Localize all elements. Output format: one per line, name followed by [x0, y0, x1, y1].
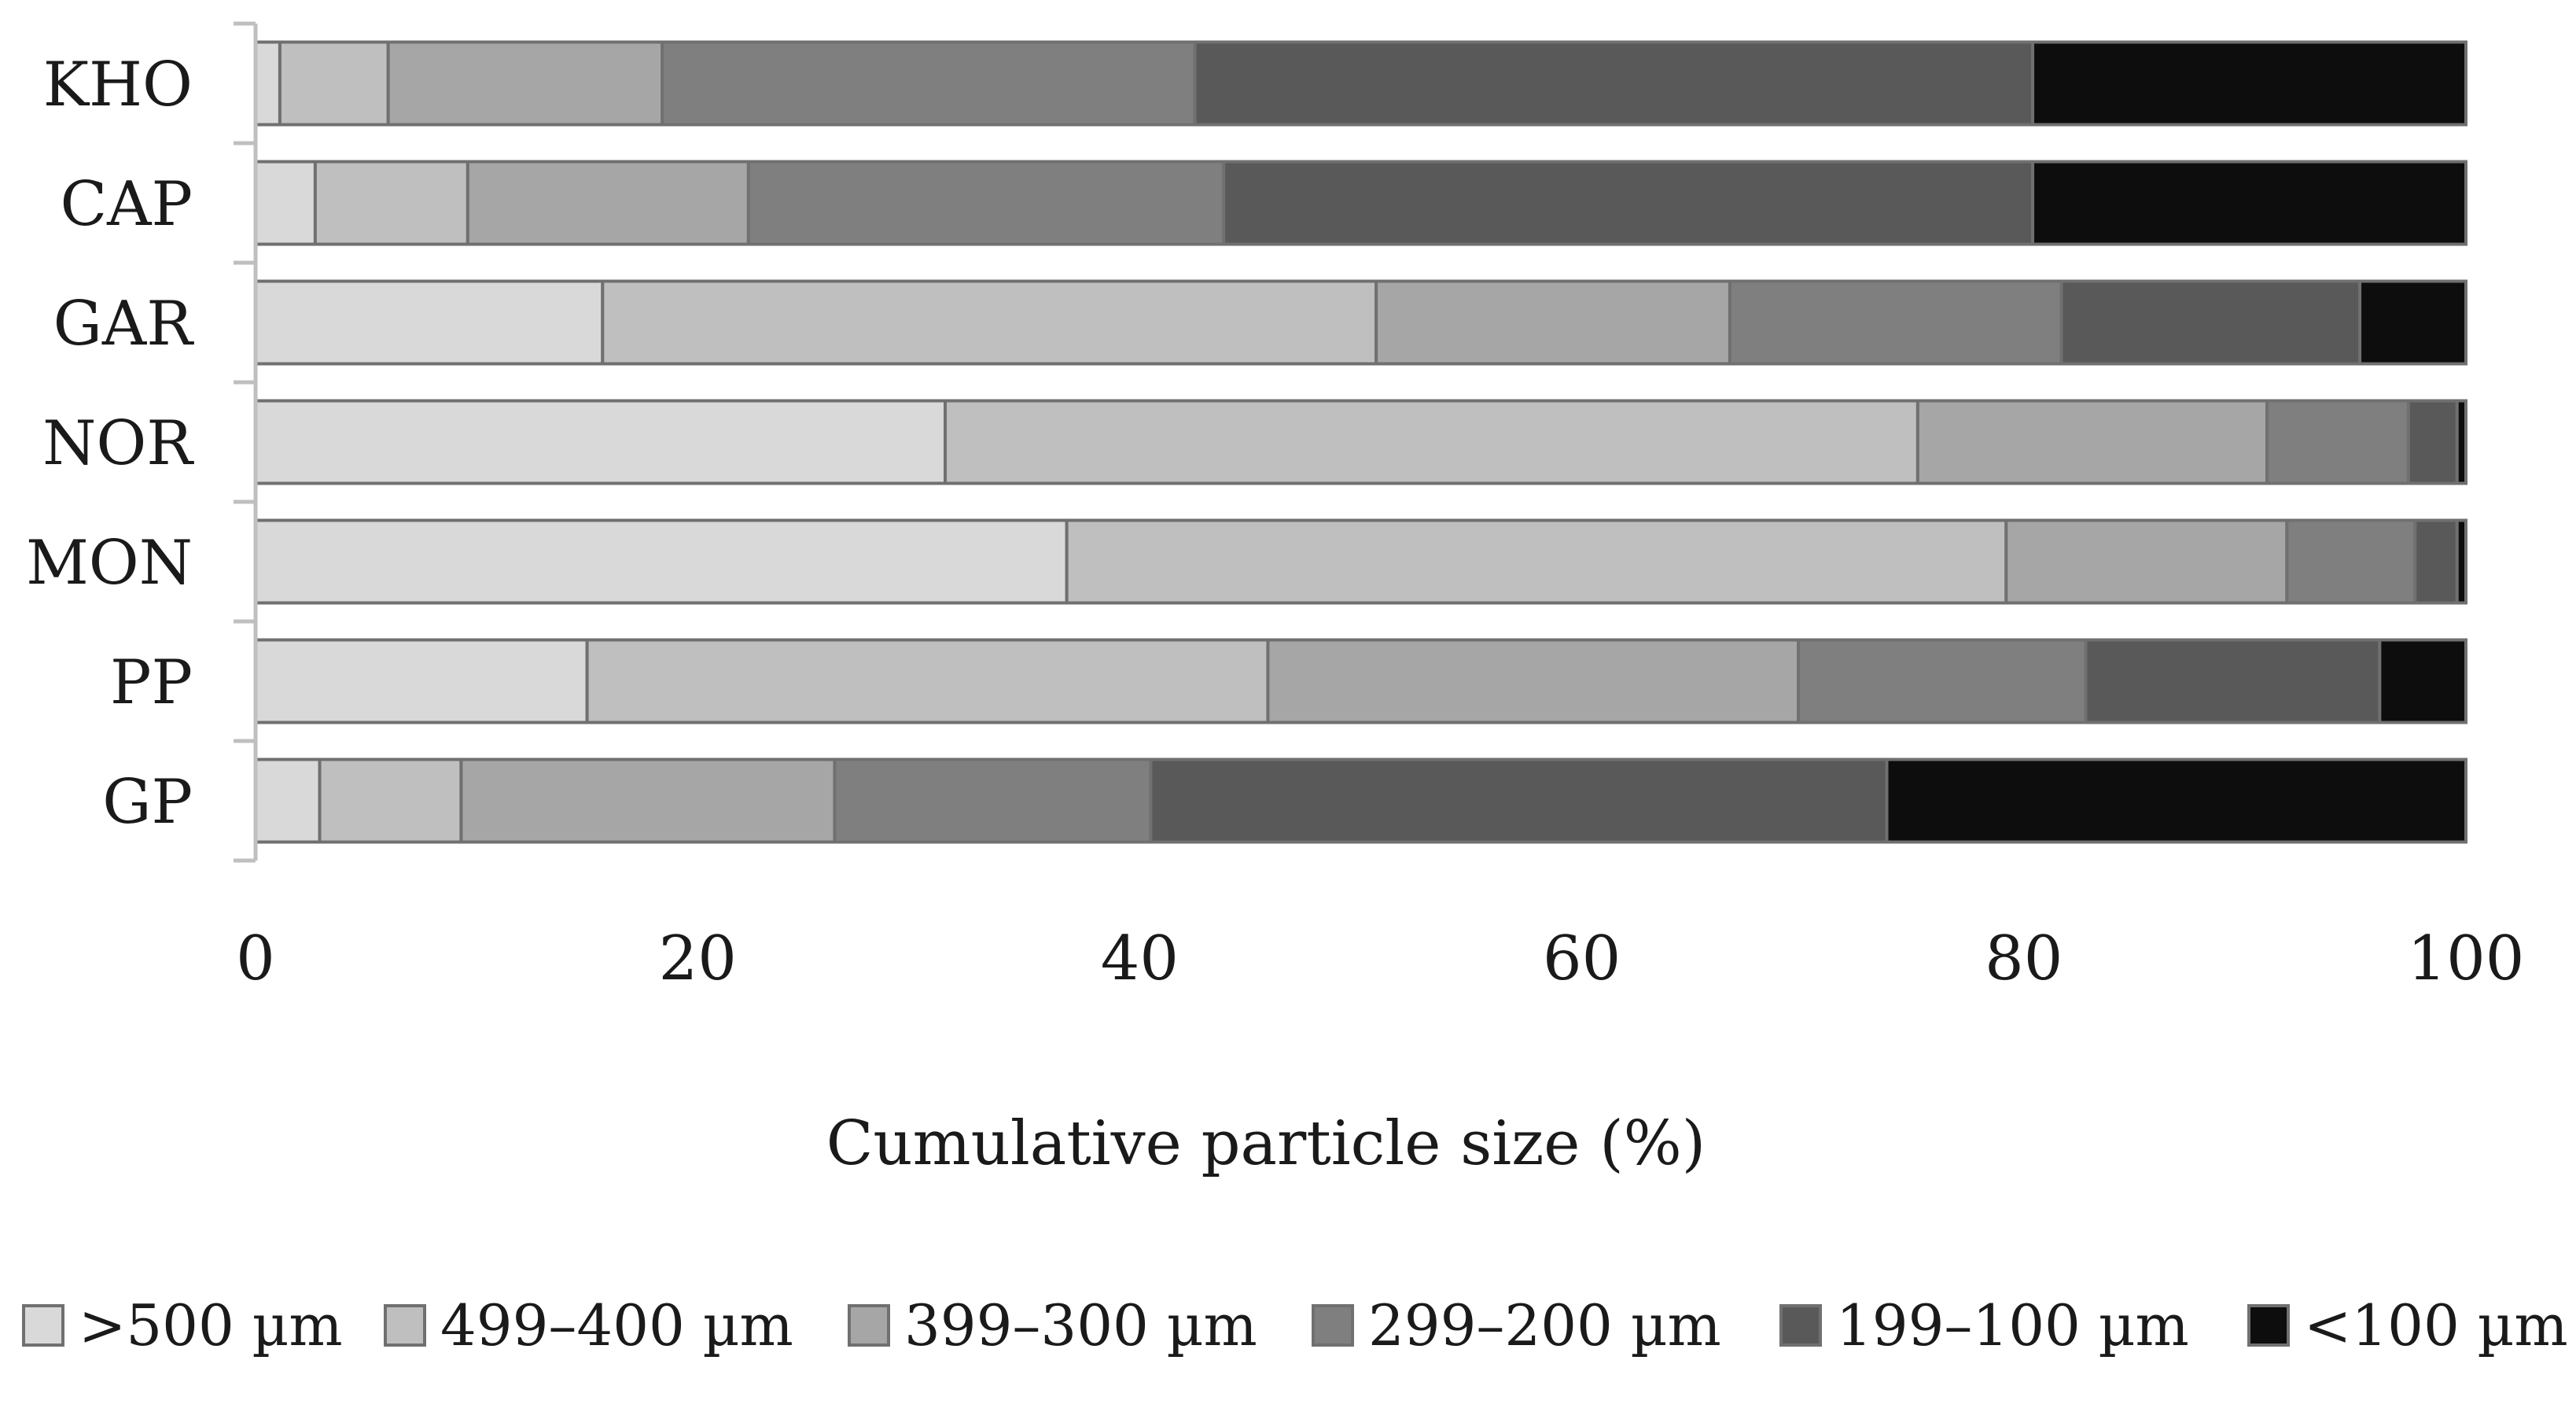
- bar-nor-series-3: [1915, 399, 2269, 485]
- legend-swatch: [1312, 1304, 1354, 1347]
- bar-kho-series-1: [254, 40, 282, 127]
- bar-mon-series-3: [2004, 518, 2289, 605]
- bar-kho-series-2: [278, 40, 390, 127]
- legend-item-6[interactable]: <100 µm: [2247, 1292, 2568, 1358]
- legend-label: 399–300 µm: [904, 1292, 1257, 1358]
- bar-gar-series-6: [2358, 279, 2468, 366]
- legend-swatch: [2247, 1304, 2290, 1347]
- y-tick-label-nor: NOR: [42, 408, 194, 479]
- y-tick-label-pp: PP: [110, 647, 193, 718]
- y-tick-labels: KHO CAP GAR NOR MON PP GP: [26, 50, 194, 838]
- bar-pp-series-6: [2378, 638, 2468, 724]
- x-tick-label-80: 80: [1985, 923, 2063, 994]
- x-tick-label-0: 0: [236, 923, 275, 994]
- y-tick-label-cap: CAP: [61, 169, 193, 240]
- bar-mon-series-5: [2413, 518, 2459, 605]
- bar-pp-series-5: [2084, 638, 2382, 724]
- bar-mon-series-4: [2285, 518, 2417, 605]
- bars-group: [254, 40, 2468, 844]
- bar-gar-series-2: [601, 279, 1378, 366]
- bar-gp-series-4: [833, 757, 1153, 844]
- x-tick-label-40: 40: [1101, 923, 1179, 994]
- bar-cap-series-4: [746, 160, 1226, 246]
- bar-cap-series-6: [2031, 160, 2467, 246]
- legend-label: 299–200 µm: [1368, 1292, 1721, 1358]
- legend-label: 199–100 µm: [1836, 1292, 2189, 1358]
- x-axis-title: Cumulative particle size (%): [826, 1108, 1706, 1179]
- legend[interactable]: >500 µm 499–400 µm 399–300 µm 299–200 µm 199…: [22, 1292, 2568, 1358]
- legend-swatch: [384, 1304, 426, 1347]
- bar-kho-series-5: [1193, 40, 2035, 127]
- bar-gp-series-3: [459, 757, 837, 844]
- bar-cap-series-1: [254, 160, 317, 246]
- legend-label: <100 µm: [2304, 1292, 2568, 1358]
- legend-swatch: [848, 1304, 890, 1347]
- bar-gar-series-4: [1728, 279, 2063, 366]
- bar-kho-series-4: [661, 40, 1197, 127]
- y-tick-label-gar: GAR: [53, 289, 195, 359]
- bar-pp-series-3: [1266, 638, 1801, 724]
- bar-mon-series-1: [254, 518, 1069, 605]
- legend-item-5[interactable]: 199–100 µm: [1779, 1292, 2189, 1358]
- bar-cap-series-5: [1222, 160, 2035, 246]
- y-tick-label-kho: KHO: [43, 50, 193, 120]
- legend-swatch: [22, 1304, 64, 1347]
- legend-label: 499–400 µm: [440, 1292, 793, 1358]
- y-tick-label-mon: MON: [26, 528, 193, 599]
- bar-gar-series-5: [2059, 279, 2362, 366]
- bar-gp-series-5: [1149, 757, 1889, 844]
- bar-kho-series-3: [386, 40, 664, 127]
- y-axis: [234, 21, 258, 863]
- bar-mon-series-6: [2455, 518, 2468, 605]
- bar-cap-series-3: [466, 160, 750, 246]
- bar-pp-series-2: [585, 638, 1270, 724]
- bar-gar-series-1: [254, 279, 605, 366]
- x-tick-label-20: 20: [659, 923, 737, 994]
- bar-nor-series-6: [2455, 399, 2468, 485]
- bar-gp-series-6: [1885, 757, 2468, 844]
- x-tick-label-100: 100: [2408, 923, 2525, 994]
- bar-nor-series-4: [2265, 399, 2410, 485]
- bar-gar-series-3: [1374, 279, 1731, 366]
- bar-pp-series-4: [1797, 638, 2088, 724]
- bar-kho-series-6: [2031, 40, 2467, 127]
- bar-gp-series-2: [318, 757, 463, 844]
- x-tick-label-60: 60: [1543, 923, 1621, 994]
- legend-item-1[interactable]: >500 µm: [22, 1292, 343, 1358]
- legend-label: >500 µm: [79, 1292, 343, 1358]
- legend-item-4[interactable]: 299–200 µm: [1312, 1292, 1721, 1358]
- bar-nor-series-1: [254, 399, 948, 485]
- bar-cap-series-2: [313, 160, 469, 246]
- bar-nor-series-5: [2406, 399, 2459, 485]
- x-tick-labels: 0 20 40 60 80 100: [236, 923, 2524, 994]
- legend-item-2[interactable]: 499–400 µm: [384, 1292, 793, 1358]
- bar-pp-series-1: [254, 638, 589, 724]
- bar-nor-series-2: [944, 399, 1919, 485]
- legend-item-3[interactable]: 399–300 µm: [848, 1292, 1257, 1358]
- legend-swatch: [1779, 1304, 1822, 1347]
- bar-gp-series-1: [254, 757, 322, 844]
- bar-mon-series-2: [1065, 518, 2008, 605]
- y-tick-label-gp: GP: [102, 767, 193, 838]
